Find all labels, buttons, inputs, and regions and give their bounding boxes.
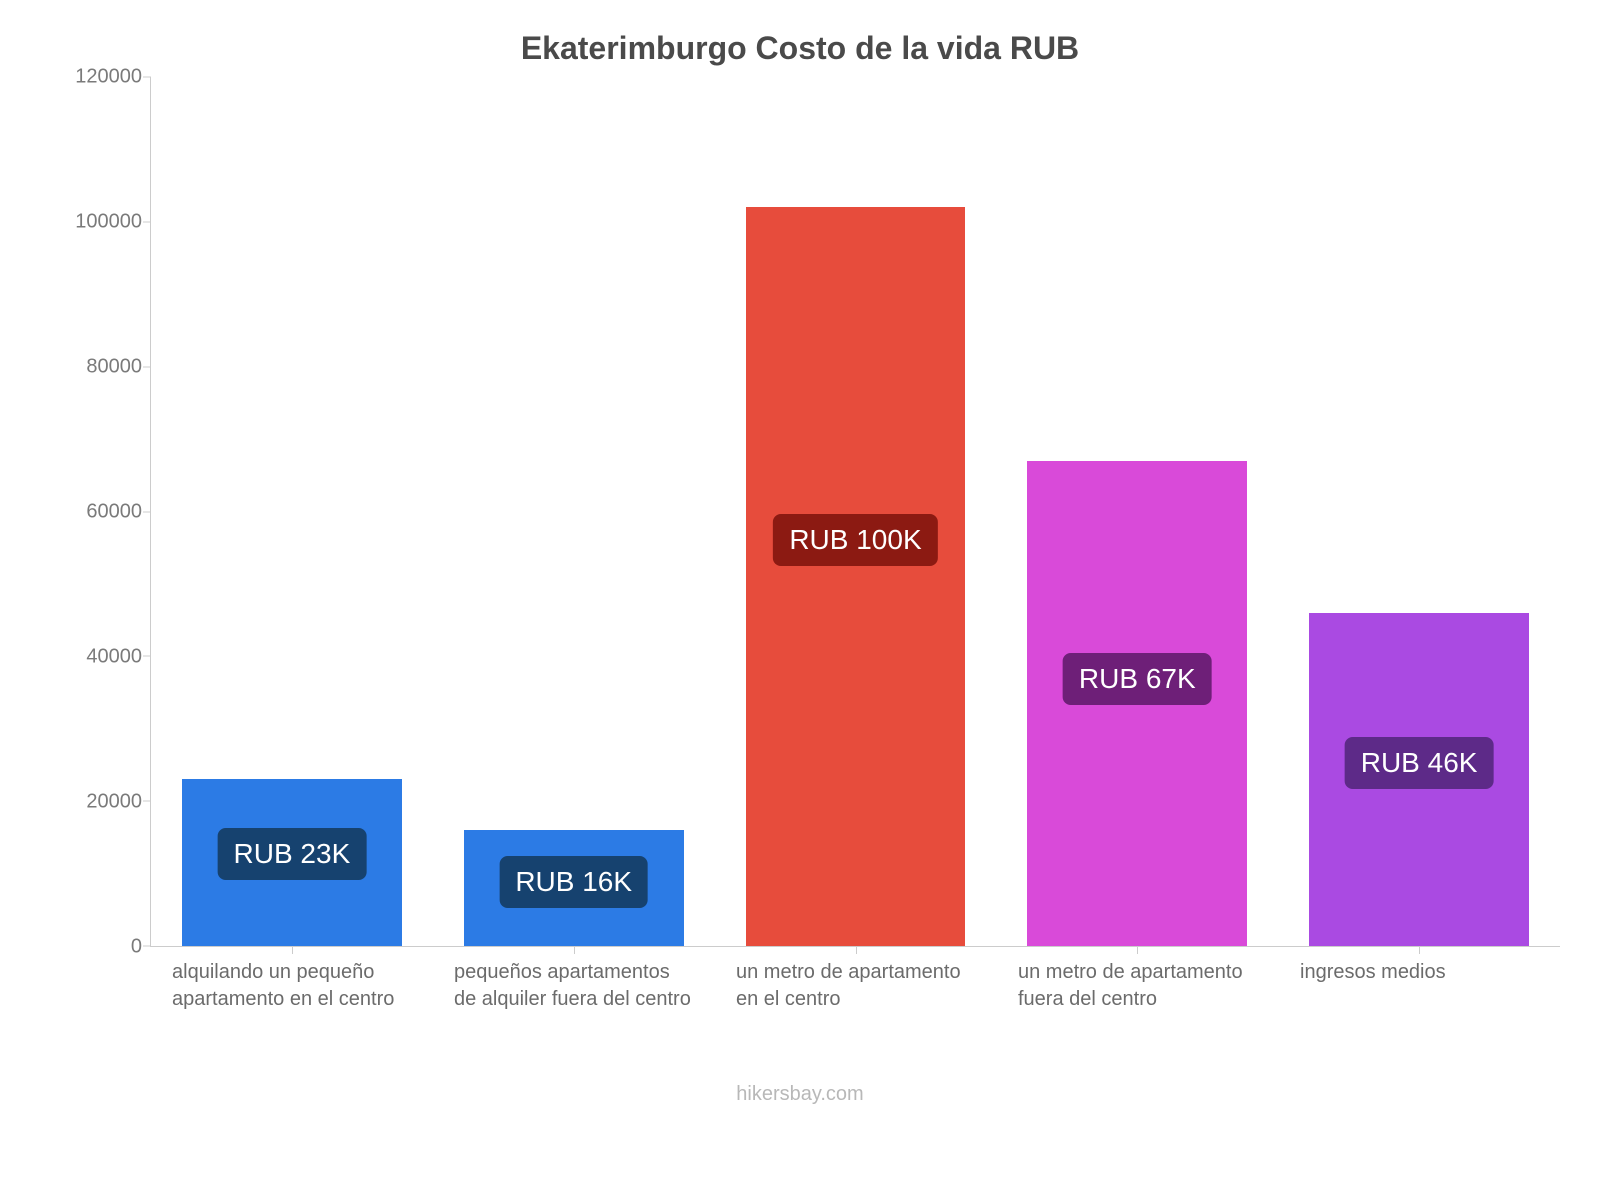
bar: RUB 46K (1309, 613, 1529, 946)
y-tick-label: 20000 (32, 791, 142, 814)
x-category-label: alquilando un pequeño apartamento en el … (150, 959, 432, 1013)
y-tick-label: 60000 (32, 501, 142, 524)
bar-slot: RUB 67K (996, 77, 1278, 946)
y-tick-mark (143, 77, 151, 78)
x-tick-mark (292, 946, 293, 954)
plot-row: 020000400006000080000100000120000 RUB 23… (40, 77, 1560, 947)
bar: RUB 23K (182, 779, 402, 946)
value-badge: RUB 67K (1063, 653, 1212, 705)
y-axis: 020000400006000080000100000120000 (40, 77, 150, 947)
value-badge: RUB 46K (1345, 737, 1494, 789)
chart-title: Ekaterimburgo Costo de la vida RUB (40, 30, 1560, 67)
x-category-label: un metro de apartamento en el centro (714, 959, 996, 1013)
y-tick-label: 0 (32, 936, 142, 959)
x-tick-mark (856, 946, 857, 954)
y-tick-mark (143, 366, 151, 367)
x-tick-mark (1137, 946, 1138, 954)
bars-container: RUB 23K RUB 16K RUB 100K RUB 67K RUB 46K (151, 77, 1560, 946)
x-tick-mark (1419, 946, 1420, 954)
bar: RUB 67K (1027, 461, 1247, 946)
attribution: hikersbay.com (40, 1083, 1560, 1106)
y-tick-mark (143, 801, 151, 802)
bar: RUB 16K (464, 830, 684, 946)
x-category-label: ingresos medios (1278, 959, 1560, 1013)
y-tick-mark (143, 221, 151, 222)
value-badge: RUB 16K (499, 856, 648, 908)
x-category-label: pequeños apartamentos de alquiler fuera … (432, 959, 714, 1013)
cost-of-living-chart: Ekaterimburgo Costo de la vida RUB 02000… (0, 0, 1600, 1200)
y-tick-label: 40000 (32, 646, 142, 669)
y-tick-mark (143, 946, 151, 947)
bar-slot: RUB 100K (715, 77, 997, 946)
plot-area: RUB 23K RUB 16K RUB 100K RUB 67K RUB 46K (150, 77, 1560, 947)
value-badge: RUB 100K (773, 514, 937, 566)
x-tick-mark (574, 946, 575, 954)
y-tick-mark (143, 656, 151, 657)
bar: RUB 100K (746, 207, 966, 946)
x-axis: alquilando un pequeño apartamento en el … (150, 959, 1560, 1013)
bar-slot: RUB 23K (151, 77, 433, 946)
x-category-label: un metro de apartamento fuera del centro (996, 959, 1278, 1013)
bar-slot: RUB 46K (1278, 77, 1560, 946)
bar-slot: RUB 16K (433, 77, 715, 946)
y-tick-mark (143, 511, 151, 512)
y-tick-label: 100000 (32, 211, 142, 234)
value-badge: RUB 23K (218, 828, 367, 880)
y-tick-label: 120000 (32, 66, 142, 89)
y-tick-label: 80000 (32, 356, 142, 379)
